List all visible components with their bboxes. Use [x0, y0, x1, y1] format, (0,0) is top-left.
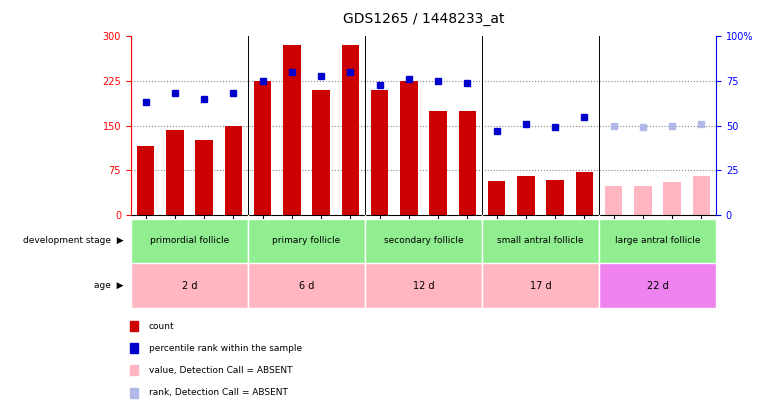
Text: primary follicle: primary follicle [273, 237, 340, 245]
Bar [130, 365, 138, 375]
Text: GSM75730: GSM75730 [638, 218, 648, 264]
Bar [693, 176, 710, 215]
Bar [248, 263, 365, 308]
Bar [482, 219, 599, 263]
Bar [599, 263, 716, 308]
Bar [517, 176, 534, 215]
Text: GSM75729: GSM75729 [609, 218, 618, 264]
Text: secondary follicle: secondary follicle [383, 237, 464, 245]
Bar [283, 45, 300, 215]
Text: development stage  ▶: development stage ▶ [22, 237, 123, 245]
Text: 22 d: 22 d [647, 281, 668, 290]
Bar [459, 111, 476, 215]
Text: GSM75733: GSM75733 [697, 218, 706, 264]
Bar [130, 343, 138, 353]
Bar [166, 130, 183, 215]
Bar [254, 81, 271, 215]
Text: GSM75712: GSM75712 [199, 218, 209, 264]
Text: large antral follicle: large antral follicle [614, 237, 701, 245]
Bar [482, 263, 599, 308]
Text: count: count [149, 322, 174, 331]
Bar [664, 182, 681, 215]
Bar [248, 219, 365, 263]
Bar [605, 186, 622, 215]
Text: age  ▶: age ▶ [94, 281, 123, 290]
Text: GSM74060: GSM74060 [258, 218, 267, 264]
Text: GSM75714: GSM75714 [229, 218, 238, 264]
Text: primordial follicle: primordial follicle [150, 237, 229, 245]
Bar [634, 186, 651, 215]
Text: percentile rank within the sample: percentile rank within the sample [149, 344, 302, 353]
Text: 12 d: 12 d [413, 281, 434, 290]
Bar [547, 180, 564, 215]
Bar [371, 90, 388, 215]
Bar [488, 181, 505, 215]
Text: rank, Detection Call = ABSENT: rank, Detection Call = ABSENT [149, 388, 287, 397]
Bar [365, 219, 482, 263]
Bar [130, 388, 138, 398]
Bar [576, 172, 593, 215]
Text: GSM74062: GSM74062 [316, 218, 326, 264]
Text: GSM75722: GSM75722 [492, 218, 501, 264]
Text: GSM75717: GSM75717 [404, 218, 413, 264]
Bar [342, 45, 359, 215]
Text: GSM75732: GSM75732 [668, 218, 677, 264]
Bar [430, 111, 447, 215]
Text: small antral follicle: small antral follicle [497, 237, 584, 245]
Bar [196, 141, 213, 215]
Bar [400, 81, 417, 215]
Text: 17 d: 17 d [530, 281, 551, 290]
Text: GSM75724: GSM75724 [521, 218, 531, 264]
Bar [225, 126, 242, 215]
Text: 6 d: 6 d [299, 281, 314, 290]
Text: GDS1265 / 1448233_at: GDS1265 / 1448233_at [343, 12, 504, 26]
Text: GSM74063: GSM74063 [346, 218, 355, 264]
Bar [131, 219, 248, 263]
Text: value, Detection Call = ABSENT: value, Detection Call = ABSENT [149, 367, 292, 375]
Bar [130, 321, 138, 331]
Text: GSM74061: GSM74061 [287, 218, 296, 264]
Text: 2 d: 2 d [182, 281, 197, 290]
Text: GSM75715: GSM75715 [375, 218, 384, 264]
Bar [131, 263, 248, 308]
Text: GSM75720: GSM75720 [463, 218, 472, 264]
Text: GSM75708: GSM75708 [141, 218, 150, 264]
Text: GSM75719: GSM75719 [434, 218, 443, 264]
Bar [313, 90, 330, 215]
Bar [599, 219, 716, 263]
Bar [365, 263, 482, 308]
Text: GSM75727: GSM75727 [580, 218, 589, 264]
Text: GSM75710: GSM75710 [170, 218, 179, 264]
Text: GSM75725: GSM75725 [551, 218, 560, 264]
Bar [137, 146, 154, 215]
